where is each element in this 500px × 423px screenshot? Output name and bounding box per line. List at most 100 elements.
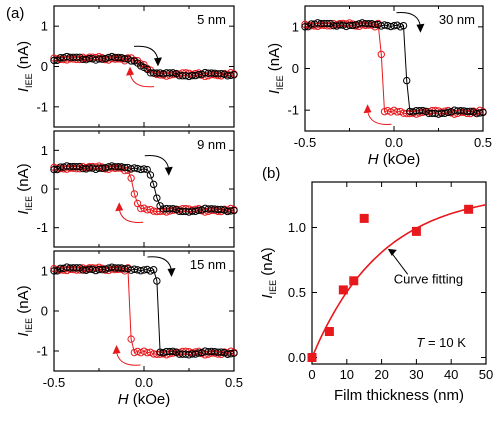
series-up-point (143, 165, 151, 174)
x-tick-label: -0.5 (294, 135, 316, 150)
y-axis-symbol: I (15, 332, 32, 336)
thickness-label: 30 nm (439, 12, 475, 27)
series-up-point (101, 265, 110, 273)
series-down-point (377, 50, 385, 59)
data-point (411, 226, 421, 236)
data-point (324, 327, 334, 336)
sweep-up-arrowhead (164, 166, 173, 176)
series-down-point (133, 199, 142, 208)
series-up-line (304, 22, 484, 115)
series-up-point (323, 19, 331, 28)
x-axis-title: H (kOe) (118, 391, 171, 408)
sweep-down-arrowhead (363, 104, 372, 114)
panel-b-label: (b) (262, 165, 280, 182)
series-up-point (146, 171, 155, 179)
series-up-point (396, 23, 405, 31)
x-tick-label: 0.0 (135, 375, 153, 390)
series-up-point (140, 165, 148, 173)
series-up-point (230, 349, 238, 357)
series-up-point (153, 194, 161, 202)
thickness-label: 15 nm (190, 257, 226, 272)
series-up-line (54, 266, 235, 356)
thickness-panel: 0 10 20 30 40 50 0.0 0.5 1.0 Film thickness (nm) I… (259, 181, 493, 404)
series-up-point (194, 70, 203, 79)
sweep-up-arrowhead (167, 268, 176, 277)
sweep-up-arrow (144, 155, 170, 170)
series-up-point (479, 108, 487, 117)
x-axis-symbol: H (118, 391, 129, 408)
y-tick-label: 0.0 (288, 350, 306, 365)
y-tick-label: 1 (41, 264, 48, 279)
x-axis-symbol: H (368, 151, 379, 168)
y-tick-label: 1.0 (288, 220, 306, 235)
y-axis-title: IIEE (nA) (266, 43, 285, 94)
y-tick-label: 0 (41, 182, 48, 197)
series-up-point (50, 267, 58, 275)
series-up-point (399, 21, 408, 30)
x-tick-label: 0.0 (385, 135, 403, 150)
series-up-point (227, 71, 235, 79)
sweep-down-arrowhead (112, 345, 121, 354)
y-tick-label: -1 (36, 344, 48, 359)
y-axis-subscript: IEE (24, 318, 34, 333)
series-up-point (101, 164, 110, 172)
series-up-point (149, 180, 158, 189)
sweep-up-arrowhead (416, 23, 425, 33)
panel-a-label: (a) (6, 5, 24, 22)
sweep-up-arrowhead (154, 57, 162, 67)
y-tick-label: 1 (41, 19, 48, 34)
series-up-point (121, 54, 129, 63)
plot-frame (311, 181, 487, 365)
x-tick-label: 0 (308, 367, 315, 382)
series-down-line (53, 266, 235, 356)
x-tick-label: 10 (340, 367, 354, 382)
series-up-point (227, 207, 235, 215)
series-up-point (127, 57, 135, 65)
y-tick-label: 0 (41, 304, 48, 319)
y-tick-label: 1 (41, 143, 48, 158)
data-point (349, 276, 359, 286)
data-point (359, 213, 369, 223)
sweep-up-arrow (396, 12, 421, 27)
y-axis-symbol: I (266, 90, 283, 94)
series-up-point (72, 162, 81, 171)
fit-arrow-line (390, 251, 409, 275)
series-up-point (466, 107, 474, 116)
series-up-point (72, 53, 81, 61)
y-axis-subscript: IEE (24, 73, 34, 88)
series-up-point (230, 206, 238, 215)
temperature-symbol: T (416, 335, 425, 350)
series-up-point (217, 205, 225, 214)
x-tick-label: 0.5 (474, 135, 492, 150)
y-axis-subscript: IEE (24, 196, 34, 211)
series-down-point (127, 174, 135, 182)
series-down-point (127, 335, 135, 343)
x-tick-label: 0.5 (225, 375, 243, 390)
y-tick-label: 0 (41, 59, 48, 74)
y-axis-subscript: IEE (275, 75, 285, 90)
series-up-point (153, 277, 161, 285)
y-tick-label: -1 (36, 220, 48, 235)
y-axis-unit: (nA) (15, 41, 32, 74)
y-tick-label: -1 (36, 99, 48, 114)
y-axis-title: IIEE (nA) (15, 163, 34, 214)
hysteresis-panel-3: 1 0 -1 -0.5 0.0 0.5 H (kOe) IIEE (nA) 30 nm (266, 5, 492, 168)
series-up-point (146, 267, 155, 275)
series-up-point (227, 350, 235, 358)
series-up-point (476, 109, 484, 117)
fit-curve (311, 204, 487, 358)
y-axis-symbol: I (15, 210, 32, 214)
x-tick-label: 20 (374, 367, 388, 382)
y-axis-symbol: I (15, 88, 32, 92)
y-tick-label: 0.5 (288, 285, 306, 300)
fit-label: Curve fitting (394, 271, 463, 286)
temperature-label: T = 10 K (416, 335, 466, 350)
sweep-up-arrow (133, 45, 159, 61)
x-tick-label: -0.5 (43, 375, 65, 390)
series-up-point (194, 349, 203, 357)
series-up-point (217, 69, 225, 78)
series-up-point (403, 76, 411, 85)
fit-arrowhead (387, 248, 397, 256)
